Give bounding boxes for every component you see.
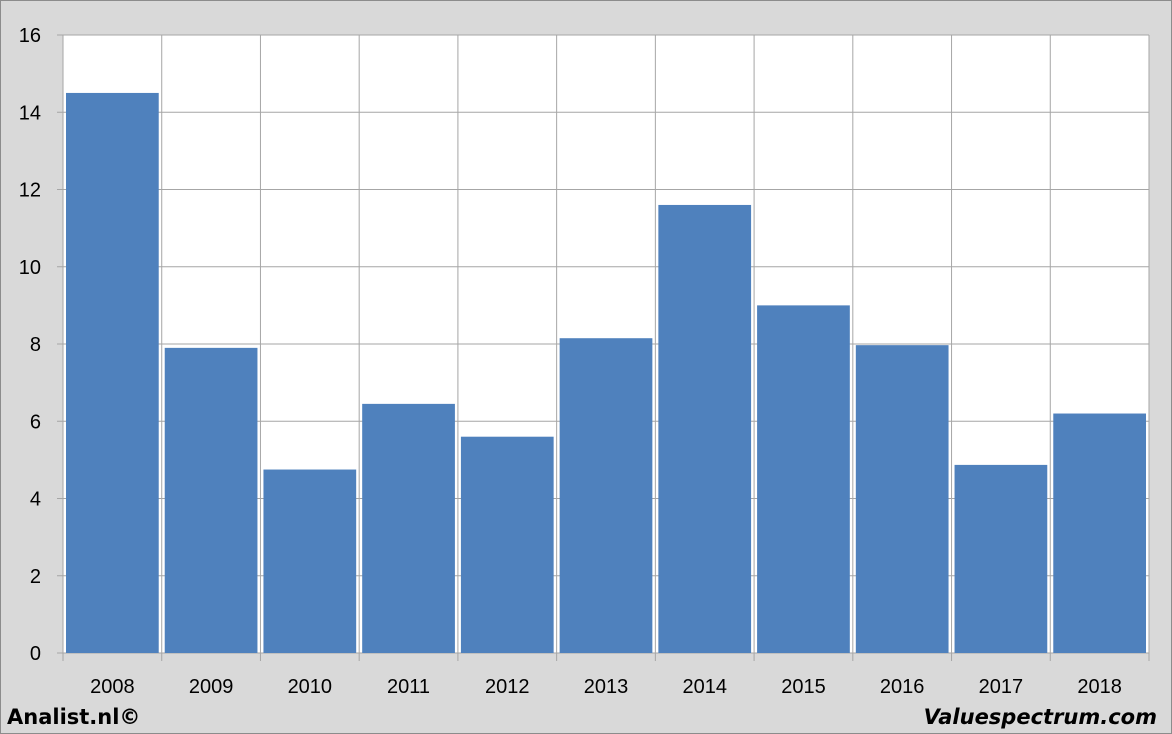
valuespectrum-credit: Valuespectrum.com xyxy=(923,705,1157,729)
bar-2016 xyxy=(855,345,949,653)
y-tick-label: 4 xyxy=(30,489,41,511)
x-tick-label: 2010 xyxy=(288,676,333,698)
bar-2010 xyxy=(263,469,357,653)
y-tick-label: 12 xyxy=(19,180,41,202)
y-tick-label: 2 xyxy=(30,566,41,588)
x-tick-label: 2016 xyxy=(880,676,925,698)
bars xyxy=(66,92,1146,653)
analist-credit: Analist.nl© xyxy=(7,705,141,729)
y-tick-label: 14 xyxy=(19,102,41,124)
x-tick-label: 2018 xyxy=(1077,676,1122,698)
bar-2009 xyxy=(164,347,258,653)
y-axis-ticks: 0 2 4 6 8 10 12 14 16 xyxy=(19,25,41,665)
x-tick-label: 2011 xyxy=(387,676,430,698)
x-tick-label: 2014 xyxy=(682,676,727,698)
bar-2015 xyxy=(757,305,850,653)
y-tick-label: 16 xyxy=(19,25,41,47)
x-tick-label: 2013 xyxy=(584,676,629,698)
x-axis-ticks: 2008 2009 2010 2011 2012 2013 2014 2015 2016 2017… xyxy=(90,676,1122,698)
bar-2014 xyxy=(658,204,752,653)
y-tick-label: 10 xyxy=(19,257,41,279)
bar-2012 xyxy=(460,436,554,653)
bar-2008 xyxy=(66,92,159,653)
bar-2011 xyxy=(362,403,455,653)
x-tick-label: 2009 xyxy=(189,676,234,698)
bar-2017 xyxy=(954,464,1048,653)
x-tick-label: 2008 xyxy=(90,676,135,698)
bar-2013 xyxy=(559,338,653,653)
x-tick-label: 2015 xyxy=(781,676,826,698)
y-tick-label: 0 xyxy=(30,643,41,665)
y-tick-label: 8 xyxy=(30,334,41,356)
bar-2018 xyxy=(1053,413,1146,653)
x-tick-label: 2012 xyxy=(485,676,530,698)
y-tick-label: 6 xyxy=(30,411,41,433)
x-tick-label: 2017 xyxy=(979,676,1024,698)
